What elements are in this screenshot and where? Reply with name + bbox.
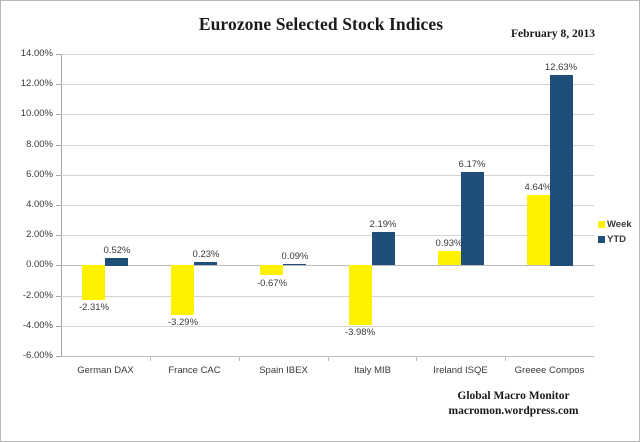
bar-week [82, 265, 105, 300]
data-label: 0.09% [281, 251, 309, 262]
bar-ytd [283, 264, 306, 265]
y-axis-tick [56, 296, 61, 297]
y-axis-tick [56, 145, 61, 146]
footer-attribution: Global Macro Monitor macromon.wordpress.… [401, 389, 626, 419]
y-axis-label: 0.00% [26, 259, 53, 270]
bar-ytd [461, 172, 484, 265]
gridline [61, 54, 594, 55]
legend-item-week[interactable]: Week [598, 216, 632, 231]
data-label: 12.63% [544, 62, 578, 73]
legend: Week YTD [598, 216, 632, 246]
y-axis-tick [56, 114, 61, 115]
data-label: 0.52% [103, 245, 131, 256]
data-label: 4.64% [524, 182, 552, 193]
y-axis-tick [56, 205, 61, 206]
data-label: -3.29% [167, 317, 199, 328]
bar-ytd [372, 232, 395, 265]
gridline [61, 296, 594, 297]
data-label: -3.98% [344, 327, 376, 338]
chart-title: Eurozone Selected Stock Indices [198, 14, 444, 34]
gridline [61, 205, 594, 206]
x-axis-tick [328, 356, 329, 361]
footer-line-2: macromon.wordpress.com [448, 405, 579, 417]
y-axis-label: 4.00% [26, 199, 53, 210]
y-axis-tick [56, 356, 61, 357]
data-label: -2.31% [78, 302, 110, 313]
bar-week [260, 265, 283, 275]
x-axis-label: France CAC [168, 365, 221, 376]
x-axis-tick [416, 356, 417, 361]
gridline [61, 145, 594, 146]
data-label: 0.23% [192, 249, 220, 260]
bar-ytd [105, 258, 128, 266]
chart-date-label: February 8, 2013 [510, 28, 595, 40]
x-axis-label: Italy MIB [354, 365, 391, 376]
legend-item-ytd[interactable]: YTD [598, 231, 632, 246]
footer-line-1: Global Macro Monitor [457, 390, 570, 402]
gridline [61, 235, 594, 236]
data-label: 0.93% [435, 238, 463, 249]
y-axis-tick [56, 235, 61, 236]
legend-swatch-ytd [598, 236, 605, 244]
legend-swatch-week [598, 221, 605, 229]
y-axis-label: -2.00% [22, 290, 53, 301]
bar-week [349, 265, 372, 325]
y-axis-label: 2.00% [26, 229, 53, 240]
data-label: -0.67% [256, 278, 288, 289]
gridline [61, 175, 594, 176]
gridline [61, 326, 594, 327]
bar-ytd [194, 262, 217, 265]
legend-label-week: Week [607, 219, 632, 231]
x-axis-label: Spain IBEX [259, 365, 308, 376]
data-label: 6.17% [458, 159, 486, 170]
y-axis-label: -6.00% [22, 350, 53, 361]
y-axis-label: 6.00% [26, 169, 53, 180]
y-axis-label: 10.00% [20, 108, 53, 119]
gridline [61, 114, 594, 115]
y-axis-tick [56, 326, 61, 327]
gridline [61, 84, 594, 85]
gridline [61, 265, 594, 266]
y-axis-label: 8.00% [26, 139, 53, 150]
x-axis-label: Greeee Compos [514, 365, 585, 376]
bar-ytd [550, 75, 573, 266]
y-axis-tick [56, 265, 61, 266]
y-axis-label: -4.00% [22, 320, 53, 331]
x-axis-label: German DAX [77, 365, 134, 376]
y-axis-label: 12.00% [20, 78, 53, 89]
y-axis-tick [56, 54, 61, 55]
x-axis-label: Ireland ISQE [433, 365, 488, 376]
bar-week [527, 195, 550, 265]
x-axis-tick [505, 356, 506, 361]
y-axis-tick [56, 175, 61, 176]
bar-week [438, 251, 461, 265]
gridline [61, 356, 594, 357]
x-axis-tick [239, 356, 240, 361]
x-axis-tick [150, 356, 151, 361]
bar-week [171, 265, 194, 315]
legend-label-ytd: YTD [607, 234, 626, 246]
y-axis-tick [56, 84, 61, 85]
data-label: 2.19% [369, 219, 397, 230]
y-axis-label: 14.00% [20, 48, 53, 59]
